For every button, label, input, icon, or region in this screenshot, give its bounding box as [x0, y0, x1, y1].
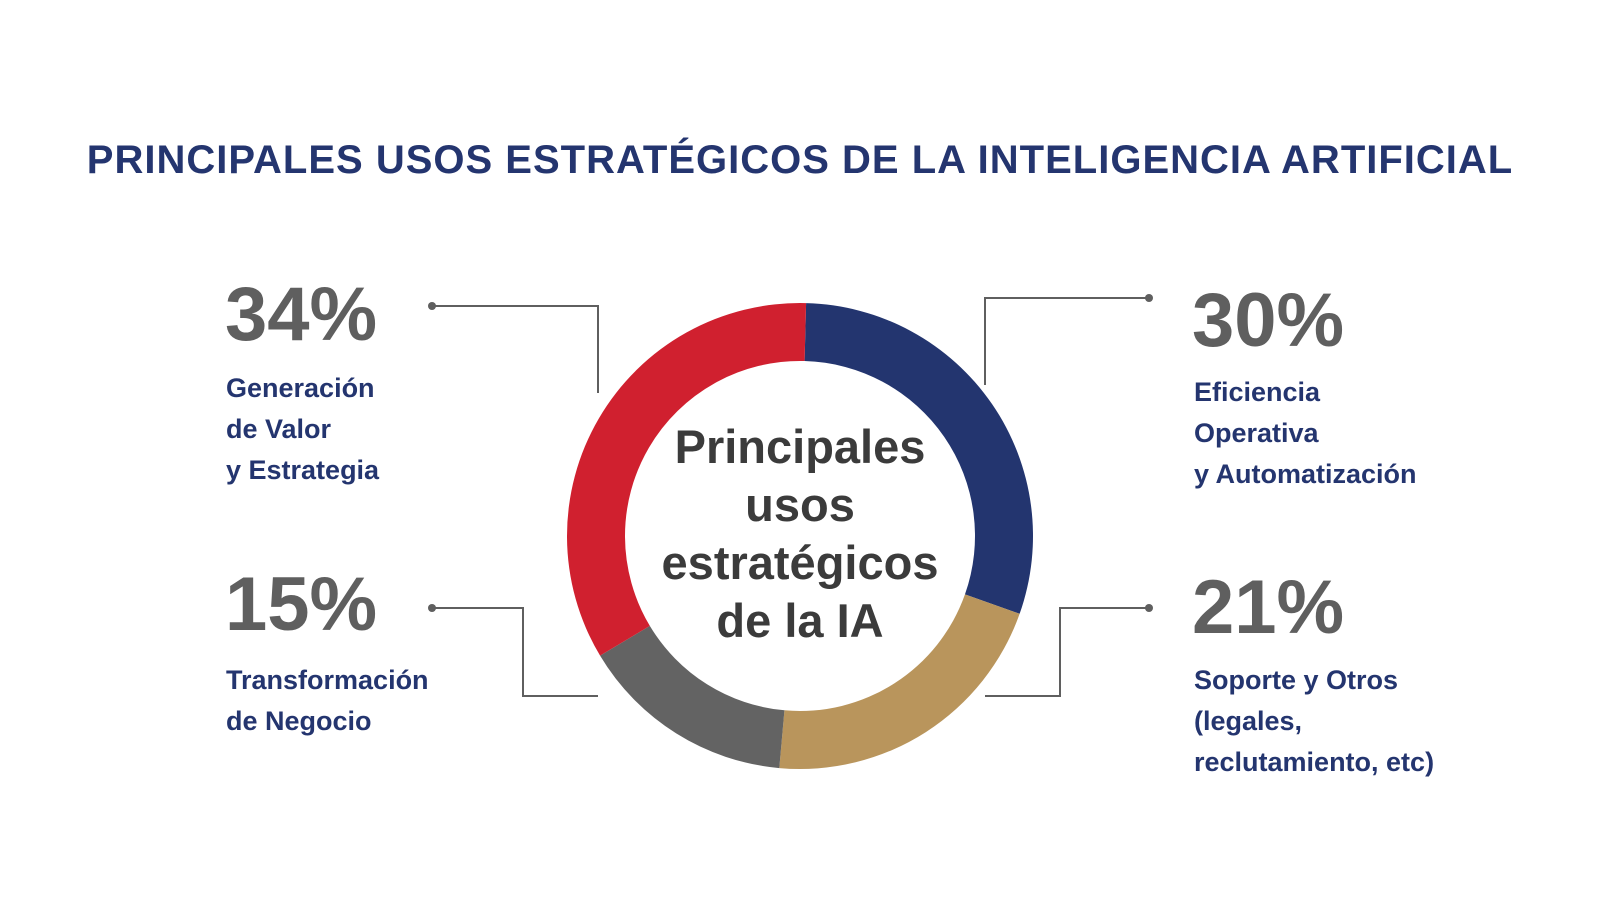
- slice-generacion: [566, 302, 807, 656]
- label-line: Eficiencia: [1194, 377, 1321, 407]
- center-label-line: usos: [745, 478, 855, 531]
- leader-transformacion-negocio-dot: [428, 604, 436, 612]
- leader-eficiencia-operativa-dot: [1145, 294, 1153, 302]
- label-line: (legales,: [1194, 706, 1303, 736]
- value-generacion-valor: 34%: [225, 272, 378, 357]
- label-line: y Estrategia: [226, 455, 380, 485]
- label-eficiencia-operativa: Eficiencia Operativa y Automatización: [1194, 372, 1417, 495]
- slice-soporte-y-otros: [779, 594, 1020, 769]
- value-transformacion-negocio: 15%: [225, 562, 378, 647]
- chart-title: PRINCIPALES USOS ESTRATÉGICOS DE LA INTE…: [86, 138, 1514, 182]
- label-soporte-otros: Soporte y Otros (legales, reclutamiento,…: [1194, 660, 1434, 783]
- center-label-line: de la IA: [716, 594, 884, 647]
- label-line: Operativa: [1194, 418, 1319, 448]
- center-label-line: Principales: [674, 420, 926, 473]
- leader-generacion-valor: [432, 305, 599, 393]
- label-transformacion-negocio: Transformación de Negocio: [226, 660, 429, 742]
- label-line: y Automatización: [1194, 459, 1417, 489]
- slice-transformacion: [600, 625, 785, 769]
- label-line: Generación: [226, 373, 375, 403]
- label-line: Transformación: [226, 665, 429, 695]
- leader-transformacion-negocio: [432, 607, 598, 697]
- leader-soporte-otros: [985, 607, 1149, 697]
- label-line: de Valor: [226, 414, 332, 444]
- label-line: reclutamiento, etc): [1194, 747, 1435, 777]
- label-line: de Negocio: [226, 706, 372, 736]
- value-soporte-otros: 21%: [1192, 565, 1345, 650]
- leader-soporte-otros-dot: [1145, 604, 1153, 612]
- label-line: Soporte y Otros: [1194, 665, 1399, 695]
- value-eficiencia-operativa: 30%: [1192, 278, 1345, 363]
- leader-eficiencia-operativa: [984, 297, 1149, 385]
- slice-eficiencia: [804, 303, 1033, 614]
- donut-center-label: Principales usos estratégicos de la IA: [630, 418, 970, 650]
- label-generacion-valor: Generación de Valor y Estrategia: [226, 368, 379, 491]
- leader-generacion-valor-dot: [428, 302, 436, 310]
- center-label-line: estratégicos: [661, 536, 939, 589]
